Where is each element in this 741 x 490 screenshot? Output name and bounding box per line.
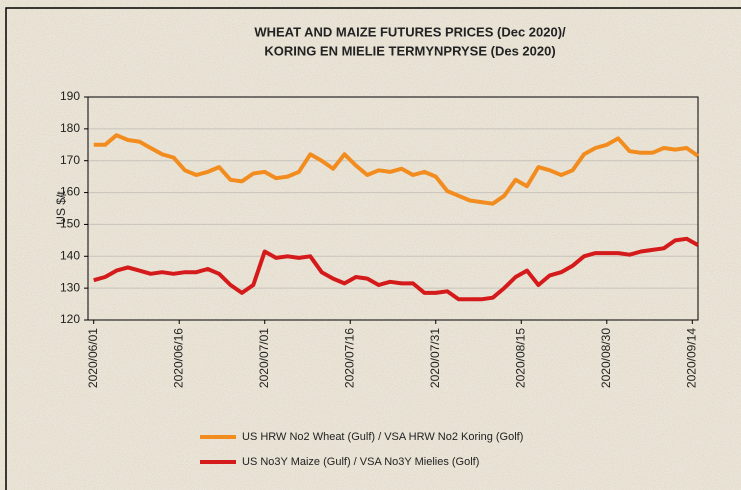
y-tick-label: 130: [60, 280, 80, 294]
y-tick-label: 180: [60, 121, 80, 135]
y-tick-label: 160: [60, 185, 80, 199]
plot-frame: [87, 96, 699, 321]
x-tick-label: 2020/09/14: [684, 328, 698, 388]
y-tick-label: 190: [60, 89, 80, 103]
series-line: [93, 133, 700, 206]
frame: [5, 7, 741, 490]
x-tick-label: 2020/07/31: [428, 328, 442, 388]
y-axis-label: US $/t: [54, 191, 68, 225]
legend-label: US No3Y Maize (Gulf) / VSA No3Y Mielies …: [242, 456, 479, 468]
x-tick-label: 2020/08/15: [513, 328, 527, 388]
chart-title: KORING EN MIELIE TERMYNPRYSE (Des 2020): [264, 43, 555, 58]
x-tick-label: 2020/06/01: [86, 328, 100, 388]
y-tick-label: 170: [60, 153, 80, 167]
series-line: [93, 236, 699, 302]
y-tick-label: 120: [60, 312, 80, 326]
x-tick-label: 2020/07/16: [342, 328, 356, 388]
y-tick-label: 150: [60, 217, 80, 231]
x-tick-label: 2020/08/30: [599, 328, 613, 388]
y-tick-label: 140: [60, 248, 80, 262]
chart-title: WHEAT AND MAIZE FUTURES PRICES (Dec 2020…: [254, 24, 566, 39]
x-tick-label: 2020/06/16: [171, 328, 185, 388]
x-tick-label: 2020/07/01: [257, 328, 271, 388]
legend-label: US HRW No2 Wheat (Gulf) / VSA HRW No2 Ko…: [242, 431, 523, 443]
